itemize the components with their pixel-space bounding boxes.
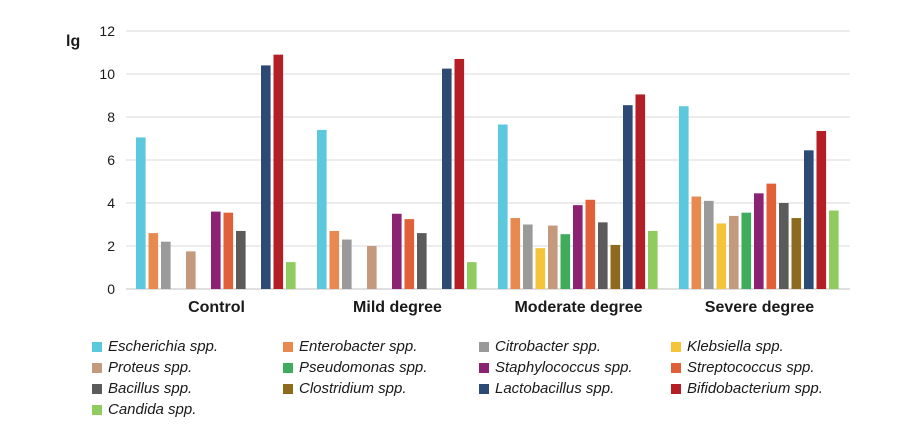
bar [417,233,427,289]
bar [261,65,271,290]
bar [716,223,727,289]
bar [392,213,402,289]
bar [523,224,533,289]
bar [136,137,146,289]
bar [148,233,159,289]
legend-item: Bacillus spp. [92,380,192,397]
legend-label: Pseudomonas spp. [299,359,428,376]
bar [729,215,739,289]
x-category-label: Severe degree [705,299,815,316]
bar [816,130,827,289]
legend-label: Staphylococcus spp. [495,359,633,376]
bar [442,68,452,289]
y-tick-label: 6 [107,152,115,168]
bar [804,150,814,289]
legend-label: Enterobacter spp. [299,338,418,355]
legend-label: Bifidobacterium spp. [687,380,823,397]
legend-item: Staphylococcus spp. [479,359,633,376]
bar [610,244,621,289]
bar [367,246,377,289]
bar [510,218,521,289]
legend-label: Klebsiella spp. [687,338,784,355]
legend-label: Clostridium spp. [299,380,407,397]
legend-label: Bacillus spp. [108,380,193,397]
legend-item: Proteus spp. [92,359,192,376]
legend-label: Citrobacter spp. [495,338,601,355]
y-tick-label: 0 [107,281,115,297]
y-tick-label: 8 [107,109,115,125]
legend-item: Streptococcus spp. [671,359,815,376]
bar [317,129,327,289]
legend-item: Pseudomonas spp. [283,359,427,376]
bar [467,262,477,289]
bar [535,248,546,289]
legend-label: Proteus spp. [108,359,193,376]
bar [286,262,296,289]
y-tick-label: 2 [107,238,115,254]
bar [779,203,789,289]
bar [598,222,608,289]
bar [548,225,558,289]
bar [691,196,702,289]
legend-swatch [671,362,681,373]
legend-item: Clostridium spp. [283,380,407,397]
bar [223,212,234,289]
legend-item: Candida spp. [92,401,196,418]
bar [741,212,752,289]
bar [404,219,415,289]
legend-label: Candida spp. [108,401,197,418]
bar [766,183,777,289]
bar [186,251,196,289]
bar [791,218,802,289]
legend-swatch [92,404,102,415]
bar [329,230,340,289]
y-tick-label: 12 [99,23,115,39]
legend-swatch [479,362,489,373]
bar [342,239,352,289]
legend-swatch [283,341,293,352]
bar [585,199,596,289]
legend-label: Escherichia spp. [108,338,219,355]
legend-label: Lactobacillus spp. [495,380,615,397]
bar [273,54,284,290]
y-tick-label: 10 [99,66,115,82]
x-category-label: Moderate degree [514,299,642,316]
legend-swatch [479,383,489,394]
legend-item: Klebsiella spp. [671,338,784,355]
bar [211,211,221,289]
legend-swatch [283,383,293,394]
bar [704,200,714,289]
bar [454,58,465,290]
bar [635,94,646,289]
legend-item: Escherichia spp. [92,338,218,355]
x-category-label: Mild degree [353,299,442,316]
bar [498,124,508,290]
y-tick-label: 4 [107,195,115,211]
bar [829,210,839,289]
legend-swatch [92,383,102,394]
y-axis-label: lg [66,33,80,50]
bar [623,105,633,289]
legend-swatch [671,383,681,394]
bar [754,193,764,289]
legend-swatch [671,341,681,352]
legend-item: Enterobacter spp. [283,338,417,355]
legend-swatch [283,362,293,373]
bar [560,234,571,289]
x-category-label: Control [188,299,245,316]
bar [161,241,171,289]
legend-swatch [92,362,102,373]
legend-label: Streptococcus spp. [687,359,815,376]
bar [573,205,583,289]
bar [648,230,658,289]
legend-item: Bifidobacterium spp. [671,380,823,397]
legend-item: Lactobacillus spp. [479,380,614,397]
legend-swatch [479,341,489,352]
bar [679,106,689,289]
bar [236,230,246,289]
legend-item: Citrobacter spp. [479,338,601,355]
legend-swatch [92,341,102,352]
